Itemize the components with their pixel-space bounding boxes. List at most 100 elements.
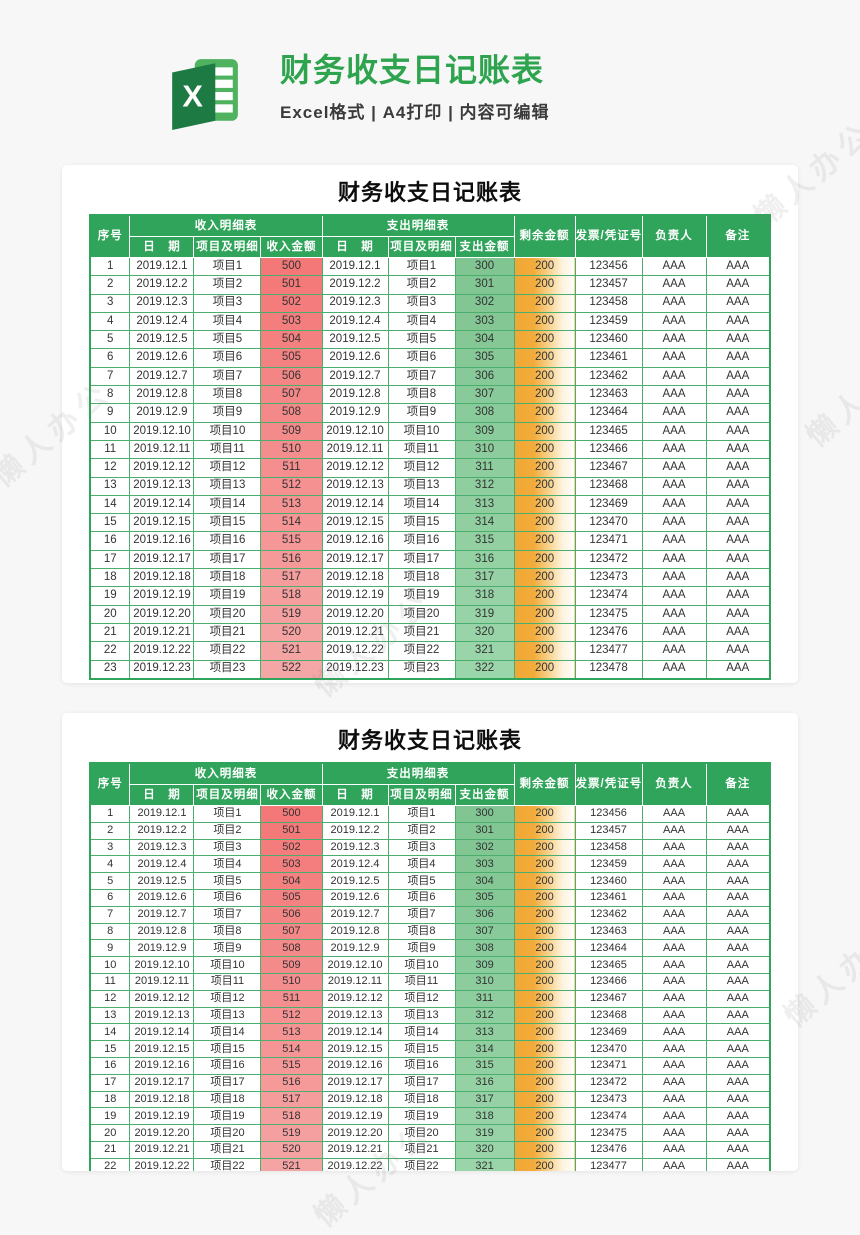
cell-remaining-bar: 200 bbox=[513, 905, 576, 924]
cell-expense-date: 2019.12.11 bbox=[321, 439, 389, 460]
cell-expense-amount: 308 bbox=[454, 403, 515, 423]
cell-income-item: 项目12 bbox=[193, 458, 262, 478]
cell-income-item: 项目4 bbox=[193, 855, 262, 874]
cell-owner: AAA bbox=[641, 855, 707, 874]
preview-card-2: 财务收支日记账表 序号 收入明细表 支出明细表 剩余金额 发票/凭证号 负责人 … bbox=[62, 713, 798, 1171]
cell-income-amount: 504 bbox=[260, 872, 323, 890]
cell-income-item: 项目5 bbox=[193, 872, 262, 890]
cell-expense-item: 项目16 bbox=[387, 1056, 456, 1075]
cell-income-date: 2019.12.1 bbox=[129, 805, 195, 823]
cell-remaining-bar: 200 bbox=[513, 1073, 576, 1092]
cell-income-amount: 512 bbox=[260, 476, 323, 496]
cell-index: 6 bbox=[89, 888, 131, 907]
col-remaining: 剩余金额 bbox=[513, 214, 576, 258]
cell-invoice: 123464 bbox=[574, 403, 643, 423]
col-expense-amount: 支出金额 bbox=[454, 236, 515, 258]
cell-note: AAA bbox=[705, 476, 771, 496]
cell-income-item: 项目22 bbox=[193, 641, 262, 661]
cell-expense-item: 项目1 bbox=[387, 256, 456, 277]
cell-expense-amount: 301 bbox=[454, 275, 515, 295]
cell-remaining-bar: 200 bbox=[513, 939, 576, 958]
cell-expense-date: 2019.12.6 bbox=[321, 348, 389, 368]
cell-remaining-bar: 200 bbox=[513, 1090, 576, 1109]
cell-note: AAA bbox=[705, 956, 771, 974]
preview-card-1: 财务收支日记账表 序号 收入明细表 支出明细表 剩余金额 发票/凭证号 负责人 … bbox=[62, 165, 798, 683]
cell-income-date: 2019.12.17 bbox=[129, 549, 195, 570]
table-row: 2 2019.12.2 项目2 501 2019.12.2 项目2 301 200 123457… bbox=[89, 821, 771, 840]
table-row: 18 2019.12.18 项目18 517 2019.12.18 项目18 317 200 1… bbox=[89, 568, 771, 588]
table-row: 13 2019.12.13 项目13 512 2019.12.13 项目13 312 200 1… bbox=[89, 1006, 771, 1025]
cell-expense-amount: 306 bbox=[454, 366, 515, 387]
cell-expense-amount: 305 bbox=[454, 888, 515, 907]
cell-expense-date: 2019.12.18 bbox=[321, 568, 389, 588]
cell-income-amount: 510 bbox=[260, 972, 323, 991]
cell-income-item: 项目6 bbox=[193, 888, 262, 907]
cell-income-item: 项目17 bbox=[193, 549, 262, 570]
cell-index: 19 bbox=[89, 586, 131, 606]
cell-index: 2 bbox=[89, 821, 131, 840]
cell-invoice: 123465 bbox=[574, 421, 643, 441]
cell-expense-item: 项目13 bbox=[387, 1006, 456, 1025]
cell-owner: AAA bbox=[641, 1157, 707, 1171]
cell-income-date: 2019.12.13 bbox=[129, 1006, 195, 1025]
cell-note: AAA bbox=[705, 348, 771, 368]
cell-expense-date: 2019.12.16 bbox=[321, 1056, 389, 1075]
table-row: 4 2019.12.4 项目4 503 2019.12.4 项目4 303 200 123459… bbox=[89, 311, 771, 332]
cell-expense-amount: 303 bbox=[454, 311, 515, 332]
cell-income-amount: 513 bbox=[260, 494, 323, 515]
cell-expense-amount: 309 bbox=[454, 956, 515, 974]
cell-remaining-bar: 200 bbox=[513, 311, 576, 332]
cell-remaining-bar: 200 bbox=[513, 1056, 576, 1075]
cell-invoice: 123461 bbox=[574, 888, 643, 907]
cell-note: AAA bbox=[705, 311, 771, 332]
cell-owner: AAA bbox=[641, 604, 707, 624]
cell-expense-amount: 316 bbox=[454, 1073, 515, 1092]
cell-income-date: 2019.12.18 bbox=[129, 568, 195, 588]
cell-expense-amount: 312 bbox=[454, 1006, 515, 1025]
cell-invoice: 123472 bbox=[574, 1073, 643, 1092]
cell-owner: AAA bbox=[641, 641, 707, 661]
cell-expense-date: 2019.12.12 bbox=[321, 458, 389, 478]
cell-income-item: 项目16 bbox=[193, 531, 262, 551]
cell-expense-date: 2019.12.9 bbox=[321, 403, 389, 423]
col-expense-item: 项目及明细 bbox=[387, 236, 456, 258]
cell-index: 20 bbox=[89, 604, 131, 624]
cell-income-amount: 511 bbox=[260, 989, 323, 1008]
cell-owner: AAA bbox=[641, 293, 707, 313]
cell-income-date: 2019.12.8 bbox=[129, 385, 195, 405]
cell-expense-amount: 315 bbox=[454, 531, 515, 551]
cell-remaining-bar: 200 bbox=[513, 293, 576, 313]
cell-expense-date: 2019.12.14 bbox=[321, 494, 389, 515]
table-row: 3 2019.12.3 项目3 502 2019.12.3 项目3 302 200 123458… bbox=[89, 838, 771, 857]
journal-table: 序号 收入明细表 支出明细表 剩余金额 发票/凭证号 负责人 备注 日 期 项目… bbox=[88, 762, 772, 1171]
table-row: 1 2019.12.1 项目1 500 2019.12.1 项目1 300 200 123456… bbox=[89, 256, 771, 277]
table-row: 19 2019.12.19 项目19 518 2019.12.19 项目19 318 200 1… bbox=[89, 1107, 771, 1126]
cell-index: 13 bbox=[89, 476, 131, 496]
cell-income-item: 项目16 bbox=[193, 1056, 262, 1075]
cell-expense-item: 项目4 bbox=[387, 311, 456, 332]
cell-expense-amount: 308 bbox=[454, 939, 515, 958]
excel-icon-letter: X bbox=[182, 78, 203, 113]
cell-expense-item: 项目20 bbox=[387, 604, 456, 624]
cell-note: AAA bbox=[705, 805, 771, 823]
cell-income-item: 项目7 bbox=[193, 905, 262, 924]
table-row: 3 2019.12.3 项目3 502 2019.12.3 项目3 302 200 123458… bbox=[89, 293, 771, 313]
cell-expense-date: 2019.12.5 bbox=[321, 872, 389, 890]
cell-expense-date: 2019.12.8 bbox=[321, 385, 389, 405]
cell-index: 17 bbox=[89, 549, 131, 570]
cell-index: 7 bbox=[89, 366, 131, 387]
cell-income-date: 2019.12.22 bbox=[129, 1157, 195, 1171]
cell-expense-item: 项目3 bbox=[387, 293, 456, 313]
table-row: 21 2019.12.21 项目21 520 2019.12.21 项目21 320 200 1… bbox=[89, 1140, 771, 1159]
cell-expense-date: 2019.12.22 bbox=[321, 641, 389, 661]
cell-index: 19 bbox=[89, 1107, 131, 1126]
cell-expense-date: 2019.12.7 bbox=[321, 366, 389, 387]
cell-expense-item: 项目10 bbox=[387, 956, 456, 974]
cell-expense-item: 项目4 bbox=[387, 855, 456, 874]
cell-invoice: 123466 bbox=[574, 972, 643, 991]
cell-income-amount: 518 bbox=[260, 1107, 323, 1126]
cell-index: 18 bbox=[89, 568, 131, 588]
cell-expense-date: 2019.12.12 bbox=[321, 989, 389, 1008]
sheet-title: 财务收支日记账表 bbox=[337, 728, 522, 753]
